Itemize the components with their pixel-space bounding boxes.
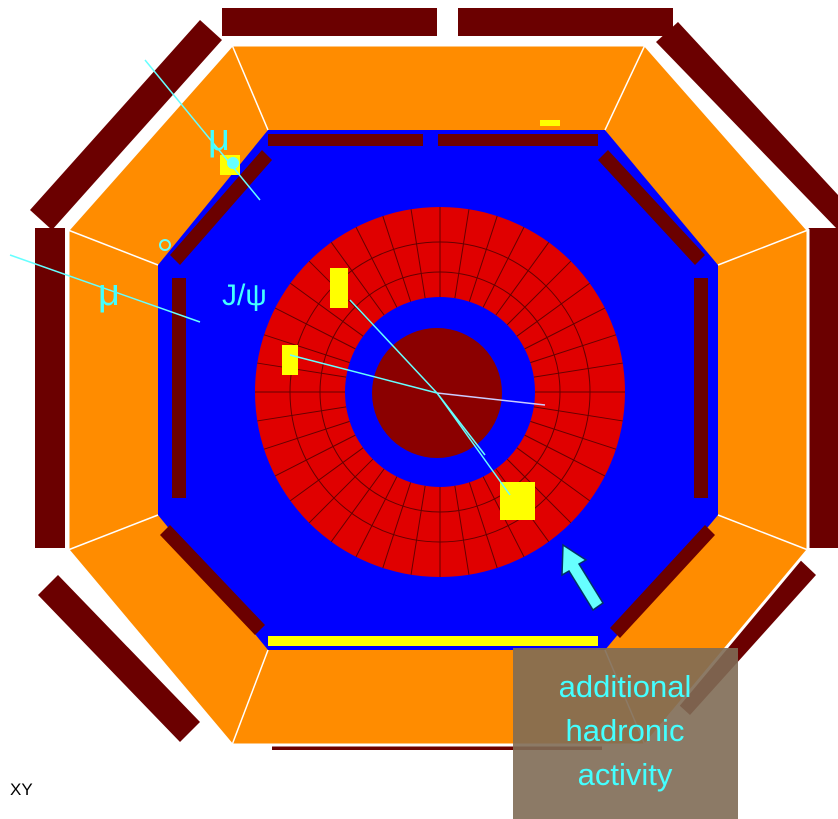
callout-text: activity xyxy=(578,757,673,792)
cell-edge xyxy=(274,307,356,350)
cell-edge xyxy=(468,482,498,569)
callout-text: additional xyxy=(559,669,692,704)
cell-edge xyxy=(482,226,525,308)
cell-edge xyxy=(330,242,385,316)
cell-edge xyxy=(506,260,572,326)
muon-label: μ xyxy=(208,117,230,159)
cell-edge xyxy=(382,482,412,569)
cell-edge xyxy=(506,458,572,524)
calo-cells xyxy=(255,207,625,577)
cell-edge xyxy=(290,282,364,337)
cell-edge xyxy=(524,434,606,477)
arrow xyxy=(561,543,605,612)
muon-label: μ xyxy=(98,272,120,314)
cell-edge xyxy=(263,334,350,364)
cell-edge xyxy=(382,215,412,302)
cell-edge xyxy=(290,447,364,502)
cell-edge xyxy=(524,307,606,350)
cell-edge xyxy=(495,242,550,316)
callout-text: hadronic xyxy=(566,713,685,748)
cell-edge xyxy=(410,209,426,299)
cell-edge xyxy=(533,406,623,422)
inner-chambers xyxy=(160,134,715,646)
cell-edge xyxy=(330,468,385,542)
cell-edge xyxy=(516,447,590,502)
cell-edge xyxy=(355,226,398,308)
cell-edge xyxy=(454,209,470,299)
cell-edge xyxy=(468,215,498,302)
cell-edge xyxy=(274,434,356,477)
cell-edge xyxy=(454,485,470,575)
cell-edge xyxy=(257,362,347,378)
view-label: XY xyxy=(10,780,33,799)
muon-hit xyxy=(227,157,239,169)
cell-edge xyxy=(410,485,426,575)
cell-edge xyxy=(516,282,590,337)
cell-edge xyxy=(308,458,374,524)
callout-box xyxy=(513,648,738,819)
jpsi-label: J/ψ xyxy=(222,279,267,312)
tracks xyxy=(9,59,546,496)
muon-hit xyxy=(159,239,171,251)
cell-edge xyxy=(533,362,623,378)
cell-edge xyxy=(289,241,591,543)
cell-edge xyxy=(319,271,561,513)
cell-edge xyxy=(530,420,617,450)
cell-edge xyxy=(355,476,398,558)
cell-edge xyxy=(263,420,350,450)
cell-edge xyxy=(257,406,347,422)
cell-edge xyxy=(530,334,617,364)
